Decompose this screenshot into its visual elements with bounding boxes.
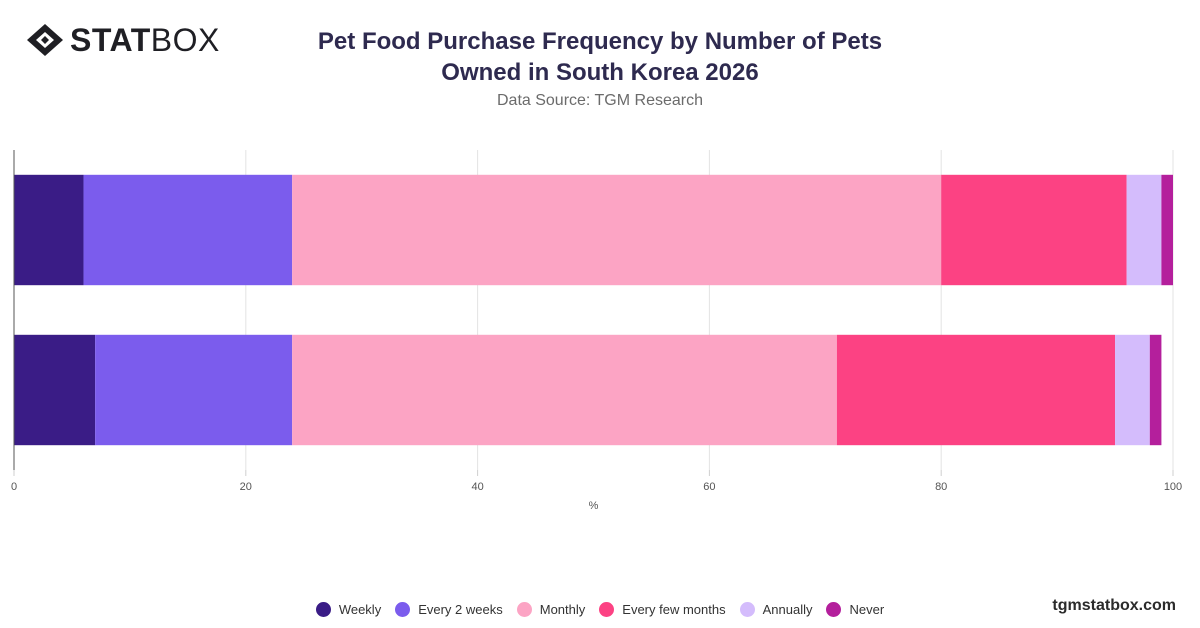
legend-label: Monthly	[539, 602, 586, 617]
chart-subtitle: Data Source: TGM Research	[496, 92, 703, 109]
x-tick-label: 20	[240, 481, 252, 493]
legend-item[interactable]: Weekly	[315, 602, 382, 617]
x-tick-label: 80	[935, 481, 947, 493]
legend-label: Never	[849, 602, 885, 617]
bar-segment	[14, 334, 96, 446]
chart-title-line1: Pet Food Purchase Frequency by Number of…	[317, 28, 883, 55]
footer-site-link[interactable]: tgmstatbox.com	[1052, 597, 1176, 614]
x-tick-label: 100	[1164, 481, 1182, 493]
x-tick-label: 40	[471, 481, 483, 493]
legend-swatch	[395, 602, 411, 617]
bar-segment	[1149, 334, 1162, 446]
legend-label: Annually	[762, 602, 813, 617]
legend-swatch	[516, 602, 532, 617]
legend-swatch	[739, 602, 755, 617]
chart-legend: Weekly Every 2 weeks Monthly Every few mont…	[0, 602, 1200, 617]
legend-swatch	[599, 602, 615, 617]
legend-label: Every few months	[622, 602, 726, 617]
bar-segment	[292, 334, 837, 446]
legend-swatch	[315, 602, 331, 617]
bar-segment	[14, 174, 84, 286]
logo-text-bold: STAT	[70, 22, 151, 58]
bar-segment	[1115, 334, 1150, 446]
bar-segment	[83, 174, 293, 286]
legend-label: Weekly	[338, 602, 382, 617]
logo-text-light: BOX	[150, 22, 220, 58]
bar-segment	[292, 174, 942, 286]
bar-segment	[1161, 174, 1173, 286]
bar-segment	[836, 334, 1116, 446]
x-tick-label: 60	[703, 481, 715, 493]
stacked-bar-chart: 0 20 40 60 80 100%	[11, 150, 1182, 512]
legend-item[interactable]: Every 2 weeks	[395, 602, 503, 617]
legend-label: Every 2 weeks	[418, 602, 503, 617]
chart-title: Pet Food Purchase Frequency by Number of…	[250, 26, 950, 88]
legend-item[interactable]: Never	[826, 602, 884, 617]
legend-swatch	[826, 602, 842, 617]
bar-segment	[95, 334, 293, 446]
legend-item[interactable]: Monthly	[516, 602, 586, 617]
statbox-logo: STATBOX	[26, 22, 220, 58]
diamond-logo-icon	[27, 24, 63, 56]
bar-segment	[941, 174, 1127, 286]
x-axis-label: %	[589, 500, 599, 512]
legend-item[interactable]: Annually	[739, 602, 813, 617]
bar-segment	[1126, 174, 1162, 286]
chart-title-line2: Owned in South Korea 2026	[441, 59, 759, 86]
legend-item[interactable]: Every few months	[599, 602, 726, 617]
x-tick-label: 0	[11, 481, 17, 493]
